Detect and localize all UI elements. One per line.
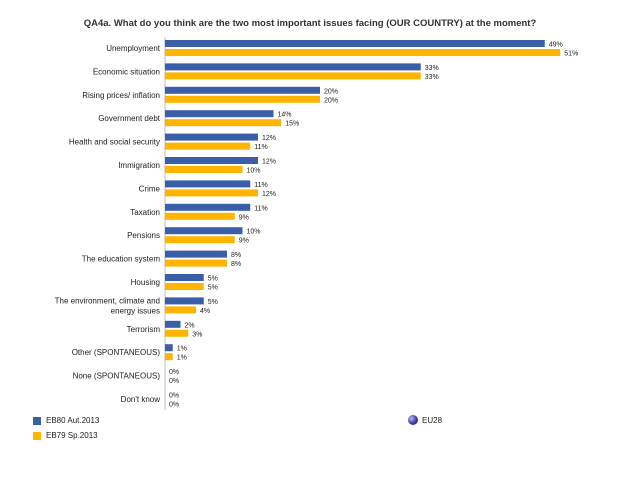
category-label: Don't know bbox=[121, 395, 161, 404]
data-label: 9% bbox=[239, 238, 249, 245]
category-label: Government debt bbox=[98, 114, 161, 123]
data-label: 8% bbox=[231, 261, 241, 268]
data-label: 15% bbox=[285, 121, 299, 128]
data-label: 4% bbox=[200, 308, 210, 315]
category-label: Other (SPONTANEOUS) bbox=[72, 348, 161, 357]
category-label: The education system bbox=[82, 255, 161, 264]
data-label: 12% bbox=[262, 135, 276, 142]
data-label: 12% bbox=[262, 191, 276, 198]
bar-eb80 bbox=[165, 320, 181, 328]
bar-eb80 bbox=[165, 157, 258, 164]
category-label: The environment, climate and energy issue… bbox=[55, 296, 160, 315]
data-label: 8% bbox=[231, 252, 241, 259]
category-label: None (SPONTANEOUS) bbox=[73, 372, 161, 381]
legend-item-eb79: EB79 Sp.2013 bbox=[33, 431, 98, 440]
data-label: 33% bbox=[425, 65, 439, 72]
data-label: 11% bbox=[254, 144, 268, 151]
legend-swatch-eb80 bbox=[33, 416, 41, 425]
bar-eb79 bbox=[165, 49, 561, 56]
category-label: Economic situation bbox=[93, 67, 160, 76]
data-label: 33% bbox=[425, 74, 439, 81]
category-label: Unemployment bbox=[106, 44, 161, 53]
bar-eb80 bbox=[165, 297, 204, 305]
legend-item-eu28: EU28 bbox=[408, 415, 442, 425]
category-label: Pensions bbox=[127, 231, 160, 240]
bar-eb80 bbox=[165, 227, 243, 235]
data-label: 0% bbox=[169, 393, 179, 400]
legend-swatch-eb79 bbox=[33, 431, 41, 440]
data-label: 0% bbox=[169, 402, 179, 409]
data-label: 0% bbox=[169, 369, 179, 376]
bar-eb80 bbox=[165, 203, 251, 211]
data-label: 20% bbox=[324, 97, 338, 104]
category-label: Taxation bbox=[130, 208, 160, 217]
bar-eb79 bbox=[165, 72, 421, 80]
data-label: 49% bbox=[549, 42, 563, 49]
bar-eb79 bbox=[165, 259, 227, 267]
data-label: 1% bbox=[177, 355, 187, 362]
bar-eb79 bbox=[165, 212, 235, 220]
chart-title: QA4a. What do you think are the two most… bbox=[83, 18, 537, 29]
bar-eb79 bbox=[165, 306, 196, 314]
data-label: 0% bbox=[169, 378, 179, 385]
bar-eb80 bbox=[165, 63, 421, 71]
data-label: 5% bbox=[208, 285, 218, 292]
bar-eb79 bbox=[165, 95, 320, 103]
category-label: Crime bbox=[139, 184, 161, 193]
bar-eb79 bbox=[165, 142, 251, 150]
data-label: 5% bbox=[208, 276, 218, 283]
legend-item-eb80: EB80 Aut.2013 bbox=[33, 416, 99, 425]
bar-eb80 bbox=[165, 250, 227, 258]
data-label: 51% bbox=[564, 51, 578, 58]
bar-eb80 bbox=[165, 86, 320, 94]
bar-eb79 bbox=[165, 283, 204, 290]
bar-eb80 bbox=[165, 274, 204, 281]
bar-eb80 bbox=[165, 40, 545, 47]
data-label: 20% bbox=[324, 88, 338, 95]
bar-eb80 bbox=[165, 344, 173, 352]
category-label: Immigration bbox=[118, 161, 160, 170]
data-label: 5% bbox=[208, 299, 218, 306]
bar-eb79 bbox=[165, 119, 282, 127]
globe-icon bbox=[408, 415, 418, 425]
category-label: Health and social security bbox=[69, 138, 160, 147]
data-label: 11% bbox=[254, 182, 268, 189]
data-label: 10% bbox=[247, 229, 261, 236]
legend-label-eb80: EB80 Aut.2013 bbox=[46, 416, 100, 425]
bar-eb79 bbox=[165, 353, 173, 361]
data-label: 10% bbox=[247, 168, 261, 175]
data-label: 1% bbox=[177, 346, 187, 353]
bar-eb80 bbox=[165, 180, 251, 188]
category-label: Housing bbox=[131, 278, 160, 287]
category-label: Rising prices/ inflation bbox=[82, 91, 160, 100]
data-label: 14% bbox=[278, 112, 292, 119]
data-label: 2% bbox=[185, 322, 195, 329]
bar-eb79 bbox=[165, 189, 258, 197]
data-label: 9% bbox=[239, 214, 249, 221]
bar-eb79 bbox=[165, 329, 189, 337]
data-label: 12% bbox=[262, 159, 276, 166]
bar-eb80 bbox=[165, 110, 274, 118]
category-label: Terrorism bbox=[127, 325, 161, 334]
bar-eb79 bbox=[165, 236, 235, 244]
bar-eb80 bbox=[165, 133, 258, 141]
data-label: 3% bbox=[192, 331, 202, 338]
bar-eb79 bbox=[165, 166, 243, 173]
legend-label-eb79: EB79 Sp.2013 bbox=[46, 431, 98, 440]
data-label: 11% bbox=[254, 205, 268, 212]
legend-label-eu28: EU28 bbox=[422, 415, 443, 425]
